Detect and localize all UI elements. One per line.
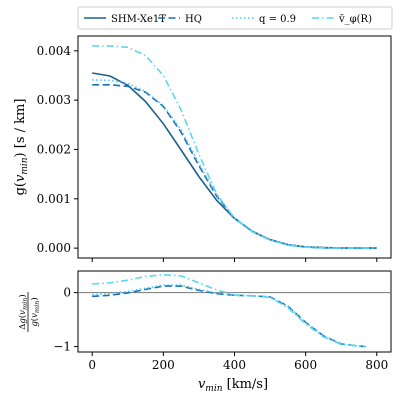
main-series-hq (92, 84, 377, 249)
main-y-tick-label: 0.003 (37, 93, 71, 107)
main-series-v-r- (92, 45, 377, 249)
main-y-axis-label: g(vmin) [s / km] (13, 99, 30, 196)
main-y-tick-label: 0.002 (37, 142, 71, 156)
legend-label: SHM-Xe1T (111, 14, 166, 25)
legend-label: HQ (185, 14, 202, 25)
main-panel-frame (77, 35, 392, 259)
legend-label: v̄_φ(R) (338, 14, 372, 25)
main-y-tick-label: 0.000 (37, 241, 71, 255)
main-series-q-0-9 (92, 79, 377, 249)
residual-panel: 0 −1 0 200 400 600 800 Δg(vmin) g(vmin) vmin … (17, 270, 392, 394)
x-axis-label: vmin [km/s] (198, 377, 268, 394)
legend-frame (77, 6, 393, 30)
main-y-tick-label: 0.004 (37, 44, 72, 58)
residual-y-axis-label: Δg(vmin) g(vmin) (17, 292, 41, 332)
residual-y-tick-label: 0 (63, 286, 71, 300)
residual-x-tick-label: 600 (294, 358, 317, 372)
residual-series-v-r- (92, 273, 367, 348)
legend: SHM-Xe1T HQ q = 0.9 v̄_φ(R) (77, 6, 393, 30)
legend-label: q = 0.9 (259, 14, 296, 25)
main-series-shm-xe1t (92, 72, 377, 249)
residual-x-tick-label: 800 (365, 358, 388, 372)
residual-x-tick-label: 0 (88, 358, 96, 372)
residual-y-tick-label: −1 (53, 340, 71, 354)
main-panel: 0.000 0.001 0.002 0.003 0.004 g(vmin) [s / k… (13, 35, 392, 262)
residual-x-tick-label: 400 (223, 358, 246, 372)
svg-text:g(vmin): g(vmin) (29, 297, 41, 326)
svg-text:Δg(vmin): Δg(vmin) (17, 294, 29, 330)
main-y-tick-label: 0.001 (37, 192, 71, 206)
residual-x-tick-label: 200 (152, 358, 175, 372)
residual-panel-frame (77, 270, 392, 353)
